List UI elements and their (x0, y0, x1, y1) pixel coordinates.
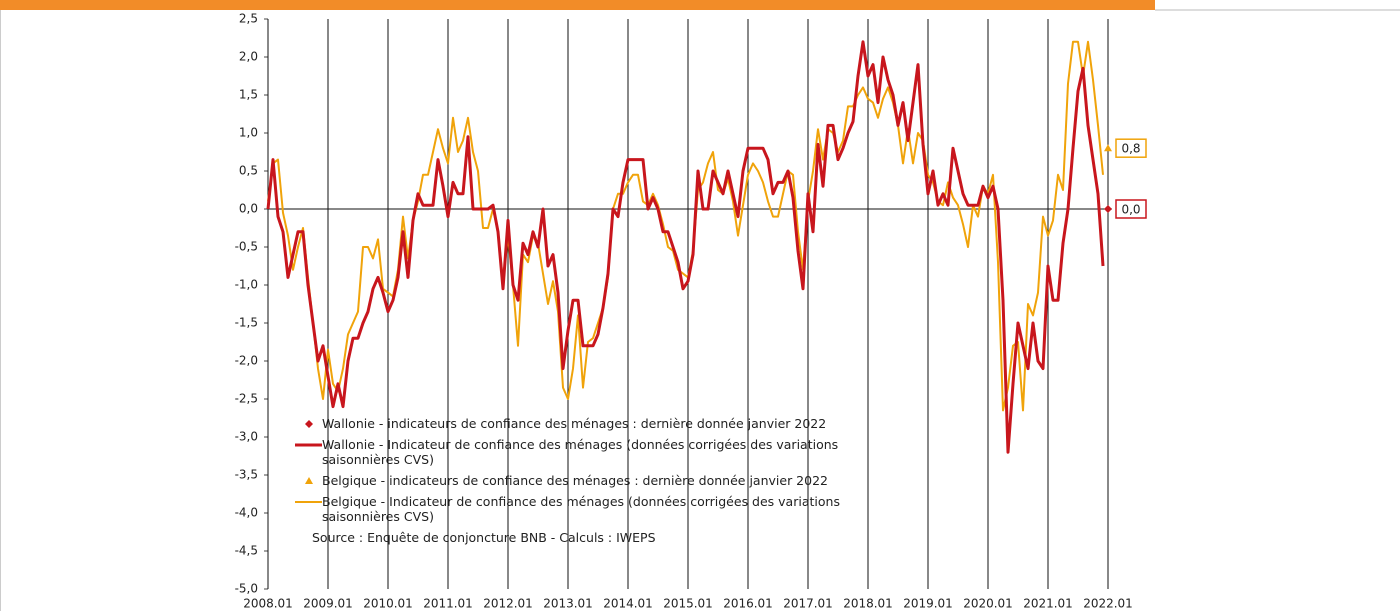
y-tick-label: 1,5 (239, 88, 258, 102)
y-tick-label: -5,0 (235, 582, 258, 596)
legend-symbol (305, 420, 313, 428)
y-tick-label: -2,0 (235, 354, 258, 368)
legend-label: Wallonie - indicateurs de confiance des … (322, 416, 827, 431)
x-tick-label: 2019.01 (903, 597, 953, 611)
legend-swatch (292, 494, 322, 509)
value-label: 0,0 (1121, 203, 1140, 217)
x-tick-label: 2022.01 (1083, 597, 1133, 611)
legend-label: Wallonie - Indicateur de confiance des m… (322, 437, 839, 467)
legend-item: Belgique - indicateurs de confiance des … (292, 473, 912, 488)
header-bar (0, 0, 1155, 10)
series-line (267, 40, 1104, 412)
x-tick-label: 2010.01 (363, 597, 413, 611)
source: Source : Enquête de conjoncture BNB - Ca… (312, 530, 656, 545)
y-tick-label: -0,5 (235, 240, 258, 254)
marker (305, 477, 313, 484)
x-tick-label: 2017.01 (783, 597, 833, 611)
x-tick-label: 2014.01 (603, 597, 653, 611)
y-tick-label: -4,5 (235, 544, 258, 558)
y-tick-label: -1,5 (235, 316, 258, 330)
legend-item: Wallonie - Indicateur de confiance des m… (292, 437, 912, 467)
y-tick-label: -3,0 (235, 430, 258, 444)
y-tick-label: -2,5 (235, 392, 258, 406)
legend-item: Belgique - Indicateur de confiance des m… (292, 494, 912, 524)
y-tick-label: 2,0 (239, 50, 258, 64)
x-tick-label: 2018.01 (843, 597, 893, 611)
y-tick-label: 2,5 (239, 12, 258, 26)
value-label-box (1115, 199, 1147, 219)
value-label-box (1115, 138, 1147, 158)
legend-item: Wallonie - indicateurs de confiance des … (292, 416, 912, 431)
x-tick-label: 2021.01 (1023, 597, 1073, 611)
marker (1104, 144, 1112, 152)
legend-swatch (292, 416, 322, 431)
legend-swatch (292, 437, 322, 452)
legend: Wallonie - indicateurs de confiance des … (292, 416, 912, 545)
marker (305, 420, 313, 428)
y-tick-label: 1,0 (239, 126, 258, 140)
legend-symbol (295, 443, 322, 447)
x-tick-label: 2020.01 (963, 597, 1013, 611)
x-tick-label: 2011.01 (423, 597, 473, 611)
y-tick-label: -4,0 (235, 506, 258, 520)
y-tick-label: 0,5 (239, 164, 258, 178)
legend-label: Belgique - indicateurs de confiance des … (322, 473, 828, 488)
x-tick-label: 2009.01 (303, 597, 353, 611)
legend-symbol (305, 477, 313, 484)
series-line (266, 40, 1105, 454)
y-tick-label: 0,0 (239, 202, 258, 216)
x-tick-label: 2015.01 (663, 597, 713, 611)
legend-label: Belgique - Indicateur de confiance des m… (322, 494, 840, 524)
y-tick-label: -1,0 (235, 278, 258, 292)
value-label: 0,8 (1121, 142, 1140, 156)
y-tick-label: -3,5 (235, 468, 258, 482)
x-tick-label: 2013.01 (543, 597, 593, 611)
x-tick-label: 2008.01 (243, 597, 293, 611)
legend-swatch (292, 473, 322, 488)
legend-symbol (295, 501, 322, 503)
x-tick-label: 2012.01 (483, 597, 533, 611)
marker (1104, 205, 1112, 213)
x-tick-label: 2016.01 (723, 597, 773, 611)
